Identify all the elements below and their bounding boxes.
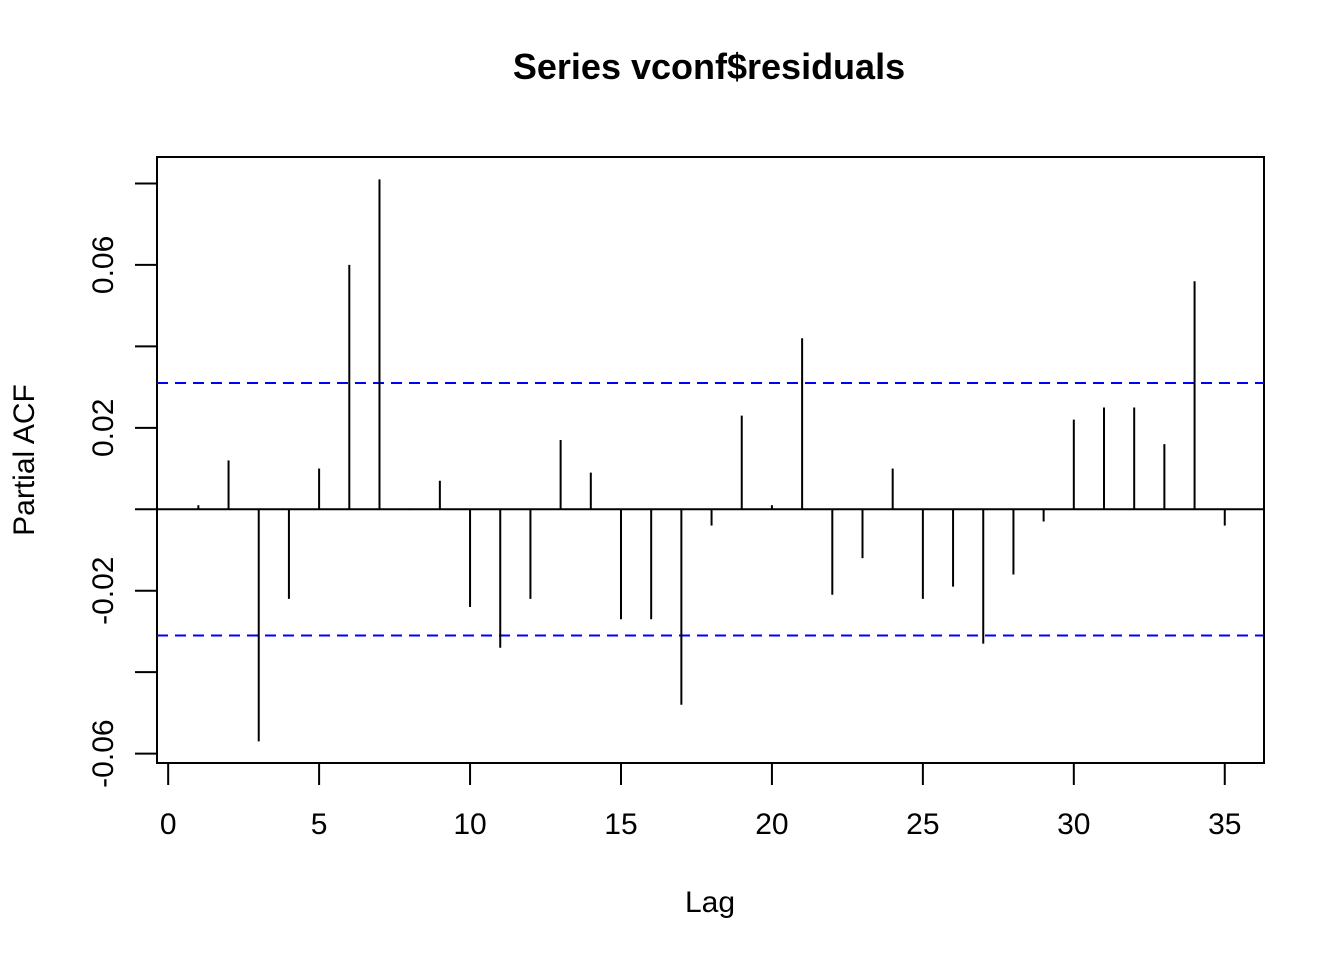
x-tick-label: 25 (906, 808, 939, 841)
y-tick-label: -0.06 (87, 719, 120, 787)
chart-title: Series vconf$residuals (513, 46, 905, 87)
x-tick-label: 20 (755, 808, 788, 841)
x-tick-label: 10 (453, 808, 486, 841)
x-tick-label: 35 (1208, 808, 1241, 841)
x-axis: 0 5 10 15 20 25 30 35 (160, 762, 1241, 841)
plot-frame (156, 156, 1265, 764)
x-tick-label: 0 (160, 808, 177, 841)
y-tick-label: 0.06 (87, 236, 120, 294)
y-axis: -0.06 -0.02 0.02 0.06 (87, 182, 158, 788)
pacf-marks (157, 179, 1264, 742)
y-tick-label: 0.02 (87, 399, 120, 457)
y-tick-label: -0.02 (87, 557, 120, 625)
y-axis-label: Partial ACF (8, 384, 41, 536)
x-tick-label: 30 (1057, 808, 1090, 841)
x-tick-label: 5 (311, 808, 328, 841)
x-axis-label: Lag (685, 886, 735, 919)
x-tick-label: 15 (604, 808, 637, 841)
